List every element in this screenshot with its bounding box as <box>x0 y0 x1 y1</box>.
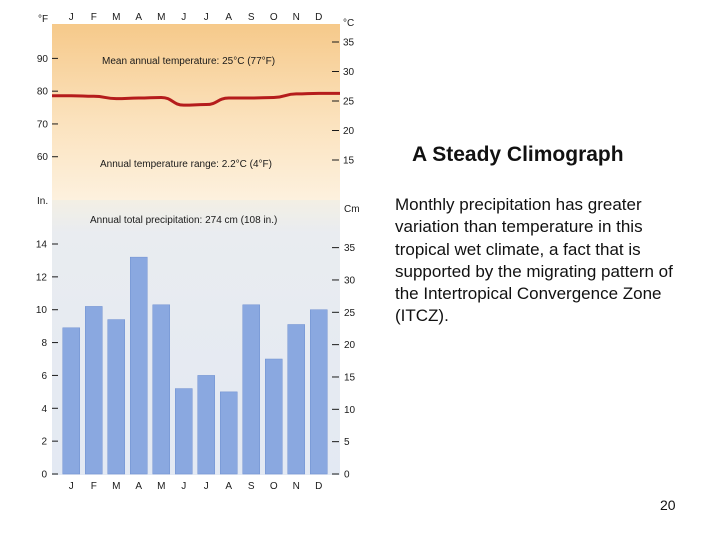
right-temp-unit: °C <box>343 18 354 29</box>
month-label-top: A <box>135 12 142 23</box>
left-precip-tick-label: 8 <box>41 338 47 349</box>
month-label-top: J <box>69 12 74 23</box>
month-label-bottom: M <box>112 481 120 492</box>
month-label-top: O <box>270 12 278 23</box>
precipitation-bar <box>85 306 103 475</box>
right-precip-tick-label: 0 <box>344 470 350 481</box>
month-label-bottom: J <box>204 481 209 492</box>
left-temp-tick-label: 60 <box>37 152 49 163</box>
right-temp-tick-label: 15 <box>343 156 355 167</box>
month-label-bottom: J <box>181 481 186 492</box>
month-label-top: N <box>293 12 300 23</box>
month-label-bottom: M <box>157 481 165 492</box>
month-label-top: S <box>248 12 255 23</box>
right-precip-unit: Cm <box>344 204 360 215</box>
right-temp-tick-label: 25 <box>343 97 355 108</box>
left-precip-unit: In. <box>37 196 48 207</box>
temperature-panel <box>52 24 340 200</box>
left-precip-tick-label: 12 <box>36 272 48 283</box>
precipitation-bar <box>310 309 328 475</box>
right-temp-tick-label: 35 <box>343 38 355 49</box>
precipitation-bars <box>62 256 328 475</box>
month-label-bottom: N <box>293 481 300 492</box>
right-precip-tick-label: 35 <box>344 243 356 254</box>
precipitation-bar <box>175 388 193 475</box>
left-temp-tick-label: 90 <box>37 54 49 65</box>
month-label-bottom: A <box>225 481 232 492</box>
right-precip-tick-label: 5 <box>344 437 350 448</box>
month-label-bottom: J <box>69 481 74 492</box>
precipitation-bar <box>242 304 260 475</box>
right-precip-tick-label: 10 <box>344 405 356 416</box>
month-label-bottom: S <box>248 481 255 492</box>
month-label-top: A <box>225 12 232 23</box>
right-precip-tick-label: 20 <box>344 340 356 351</box>
left-precip-tick-label: 4 <box>41 404 47 415</box>
mean-temp-annotation: Mean annual temperature: 25°C (77°F) <box>102 56 275 67</box>
precipitation-bar <box>62 327 80 475</box>
month-label-top: M <box>157 12 165 23</box>
right-precip-tick-label: 30 <box>344 275 356 286</box>
slide-title: A Steady Climograph <box>412 143 624 166</box>
precipitation-bar <box>197 375 215 475</box>
left-temp-tick-label: 70 <box>37 119 49 130</box>
month-label-bottom: O <box>270 481 278 492</box>
month-label-bottom: F <box>91 481 97 492</box>
right-precip-tick-label: 15 <box>344 372 356 383</box>
month-label-top: J <box>181 12 186 23</box>
axes: °F °C In. Cm 908070603530252015141210864… <box>36 14 360 481</box>
page-number: 20 <box>660 497 676 513</box>
month-label-top: J <box>204 12 209 23</box>
precipitation-bar <box>265 358 283 475</box>
left-precip-tick-label: 0 <box>41 470 47 481</box>
right-precip-tick-label: 25 <box>344 308 356 319</box>
temperature-line <box>52 91 340 107</box>
precipitation-bar <box>287 324 305 475</box>
precipitation-bar <box>107 319 125 475</box>
month-label-top: M <box>112 12 120 23</box>
precipitation-bar <box>220 391 238 475</box>
slide-body-text: Monthly precipitation has greater variat… <box>395 195 673 326</box>
left-temp-tick-label: 80 <box>37 87 49 98</box>
left-precip-tick-label: 10 <box>36 305 48 316</box>
month-label-bottom: D <box>315 481 322 492</box>
climograph: J F M A M J J A S O N D J F M A M J J A S O N D °F °C In. Cm 9… <box>36 12 360 492</box>
left-precip-tick-label: 14 <box>36 240 48 251</box>
month-label-top: F <box>91 12 97 23</box>
temp-range-annotation: Annual temperature range: 2.2°C (4°F) <box>100 159 272 170</box>
precipitation-bar <box>130 256 148 475</box>
total-precip-annotation: Annual total precipitation: 274 cm (108 … <box>90 215 277 226</box>
left-precip-tick-label: 2 <box>41 437 47 448</box>
month-label-top: D <box>315 12 322 23</box>
right-temp-tick-label: 20 <box>343 126 355 137</box>
right-temp-tick-label: 30 <box>343 67 355 78</box>
precipitation-bar <box>152 304 170 475</box>
left-precip-tick-label: 6 <box>41 371 47 382</box>
left-temp-unit: °F <box>38 14 48 25</box>
month-label-bottom: A <box>135 481 142 492</box>
